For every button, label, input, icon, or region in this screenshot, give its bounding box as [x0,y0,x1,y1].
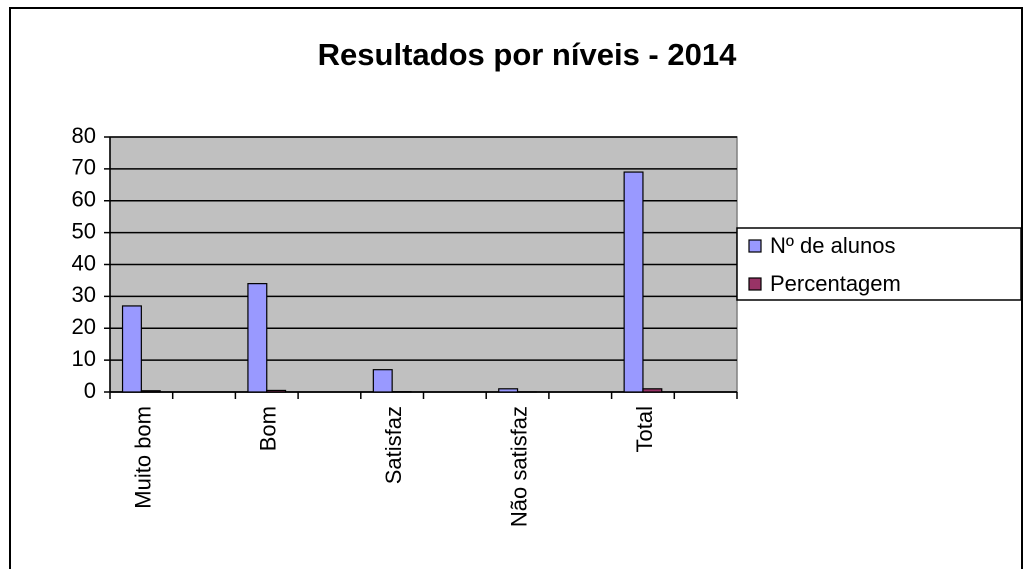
y-tick-label: 40 [72,250,96,275]
bar [266,389,287,393]
bar [121,305,142,393]
y-tick-label: 70 [72,155,96,180]
y-tick-label: 60 [72,187,96,212]
bar [498,388,519,393]
legend-label: Percentagem [770,271,901,296]
y-tick-label: 20 [72,314,96,339]
chart-title: Resultados por níveis - 2014 [318,37,737,72]
x-tick-label: Bom [256,406,281,451]
bar [623,171,644,393]
y-tick-label: 0 [84,378,96,403]
y-tick-label: 50 [72,218,96,243]
y-tick-label: 80 [72,123,96,148]
y-tick-label: 10 [72,346,96,371]
bar [140,390,161,393]
legend-label: Nº de alunos [770,233,895,258]
legend-swatch [748,239,762,253]
legend-box [736,227,1022,301]
x-tick-label: Muito bom [130,406,155,509]
bar [372,369,393,393]
bar [642,388,663,393]
y-tick-label: 30 [72,282,96,307]
x-tick-label: Satisfaz [381,406,406,484]
x-tick-label: Não satisfaz [506,406,531,527]
legend-swatch [748,277,762,291]
bar [247,283,268,393]
x-tick-label: Total [632,406,657,452]
